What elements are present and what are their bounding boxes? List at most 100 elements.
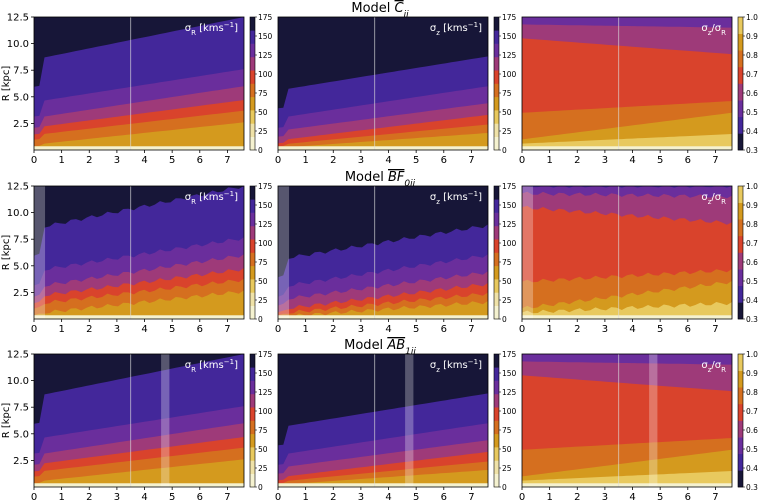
panel-frame xyxy=(277,16,489,151)
colorbar-tick-label: 0.7 xyxy=(746,239,758,248)
panel-label: σR [kms−1] xyxy=(185,190,238,206)
contour-band xyxy=(278,315,488,319)
row-title: Model AB1ii xyxy=(344,338,416,357)
x-tick-label: 6 xyxy=(441,324,447,335)
x-tick-label: 7 xyxy=(712,324,718,335)
x-tick-label: 3 xyxy=(602,155,608,166)
colorbar-tick-label: 0.8 xyxy=(746,388,758,397)
x-tick-label: 4 xyxy=(141,155,147,166)
colorbar-r2-c0: 0 25 50 75 100 125 150 175 xyxy=(249,350,273,492)
colorbar-segment xyxy=(738,50,743,68)
colorbar-tick-label: 0.8 xyxy=(746,51,758,60)
colorbar-segment xyxy=(738,33,743,51)
colorbar-segment xyxy=(494,473,499,488)
x-tick-label: 4 xyxy=(629,155,635,166)
colorbar-segment xyxy=(250,460,255,474)
colorbar-segment xyxy=(494,460,499,474)
colorbar-segment xyxy=(494,43,499,58)
colorbar-segment xyxy=(250,420,255,435)
panel-r2-c1: σz [kms−1] 0 1 2 3 4 5 6 7 xyxy=(275,353,489,500)
x-tick-label: 7 xyxy=(224,155,230,166)
colorbar-segment xyxy=(738,219,743,237)
colorbar-segment xyxy=(494,380,499,395)
contour-fills xyxy=(522,17,732,150)
colorbar-tick-label: 175 xyxy=(258,182,273,191)
panel-r0-c1: σz [kms−1] 0 1 2 3 4 5 6 7 xyxy=(275,16,489,166)
colorbar-tick-label: 1.0 xyxy=(746,13,758,22)
colorbar-segment xyxy=(250,186,255,200)
colorbar-segment xyxy=(250,265,255,280)
highlight-band xyxy=(278,186,290,319)
contour-band xyxy=(522,471,732,487)
colorbar-tick-label: 125 xyxy=(258,388,273,397)
contour-band xyxy=(278,470,488,487)
colorbar-tick-label: 25 xyxy=(502,464,512,473)
colorbar-segment xyxy=(250,354,255,368)
x-tick-label: 6 xyxy=(197,492,203,500)
colorbar-segment xyxy=(250,252,255,267)
colorbar-tick-label: 125 xyxy=(502,51,517,60)
colorbar-segment xyxy=(250,447,255,461)
row-title-0: Model Cii xyxy=(351,1,409,20)
colorbar-tick-label: 50 xyxy=(258,445,268,454)
y-tick-label: 7.5 xyxy=(13,403,29,414)
colorbar-segment xyxy=(494,354,499,368)
x-tick-label: 2 xyxy=(574,324,580,335)
colorbar-tick-label: 0.5 xyxy=(746,277,758,286)
x-tick-label: 3 xyxy=(358,155,364,166)
colorbar-segment xyxy=(250,367,255,381)
colorbar-segment xyxy=(494,393,499,408)
colorbar-segment xyxy=(738,387,743,405)
x-tick-label: 7 xyxy=(468,492,474,500)
colorbar-tick-label: 25 xyxy=(502,296,512,305)
colorbar-tick-label: 150 xyxy=(258,369,273,378)
x-tick-label: 7 xyxy=(712,492,718,500)
colorbar-segment xyxy=(250,239,255,253)
y-tick-label: 10.0 xyxy=(7,376,29,387)
x-tick-label: 4 xyxy=(629,492,635,500)
y-tick-label: 7.5 xyxy=(13,235,29,246)
colorbar-r1-c2: 0.3 0.4 0.5 0.6 0.7 0.8 0.9 1.0 xyxy=(737,182,758,324)
colorbar-tick-label: 50 xyxy=(258,277,268,286)
panel-label: σz [kms−1] xyxy=(430,358,482,374)
y-tick-label: 5.0 xyxy=(13,429,29,440)
colorbar-segment xyxy=(250,305,255,320)
row-title: Model Cii xyxy=(351,1,409,20)
y-tick-label: 12.5 xyxy=(7,350,29,361)
contour-band xyxy=(522,146,732,150)
row-title: Model BF0ii xyxy=(345,170,416,189)
colorbar-segment xyxy=(738,470,743,488)
colorbar-segment xyxy=(738,354,743,371)
panel-label: σR [kms−1] xyxy=(185,21,238,37)
contour-fills xyxy=(34,354,244,487)
contour-band xyxy=(522,315,732,319)
x-tick-label: 5 xyxy=(169,155,175,166)
colorbar-tick-label: 75 xyxy=(502,426,512,435)
highlight-band xyxy=(649,354,658,487)
colorbar-segment xyxy=(738,285,743,303)
colorbar-segment xyxy=(250,279,255,293)
contour-band xyxy=(34,146,244,150)
contour-band xyxy=(522,134,732,150)
colorbar-segment xyxy=(494,292,499,306)
contour-band xyxy=(34,122,244,150)
panel-label: σz/σR xyxy=(701,360,726,374)
colorbar-tick-label: 50 xyxy=(258,108,268,117)
panel-frame xyxy=(521,185,733,320)
colorbar-segment xyxy=(494,447,499,461)
colorbar-tick-label: 0.9 xyxy=(746,369,758,378)
colorbar-tick-label: 100 xyxy=(258,239,273,248)
colorbar-tick-label: 0.3 xyxy=(746,483,758,492)
x-tick-label: 3 xyxy=(114,492,120,500)
panel-frame xyxy=(33,16,245,151)
x-tick-label: 0 xyxy=(519,492,525,500)
colorbar-segment xyxy=(494,265,499,280)
colorbar-tick-label: 0.5 xyxy=(746,445,758,454)
colorbar-tick-label: 0.6 xyxy=(746,426,758,435)
colorbar-segment xyxy=(738,66,743,84)
x-tick-label: 4 xyxy=(141,324,147,335)
colorbar-segment xyxy=(494,17,499,31)
colorbar-frame xyxy=(249,16,256,151)
colorbar-tick-label: 0 xyxy=(502,146,507,155)
